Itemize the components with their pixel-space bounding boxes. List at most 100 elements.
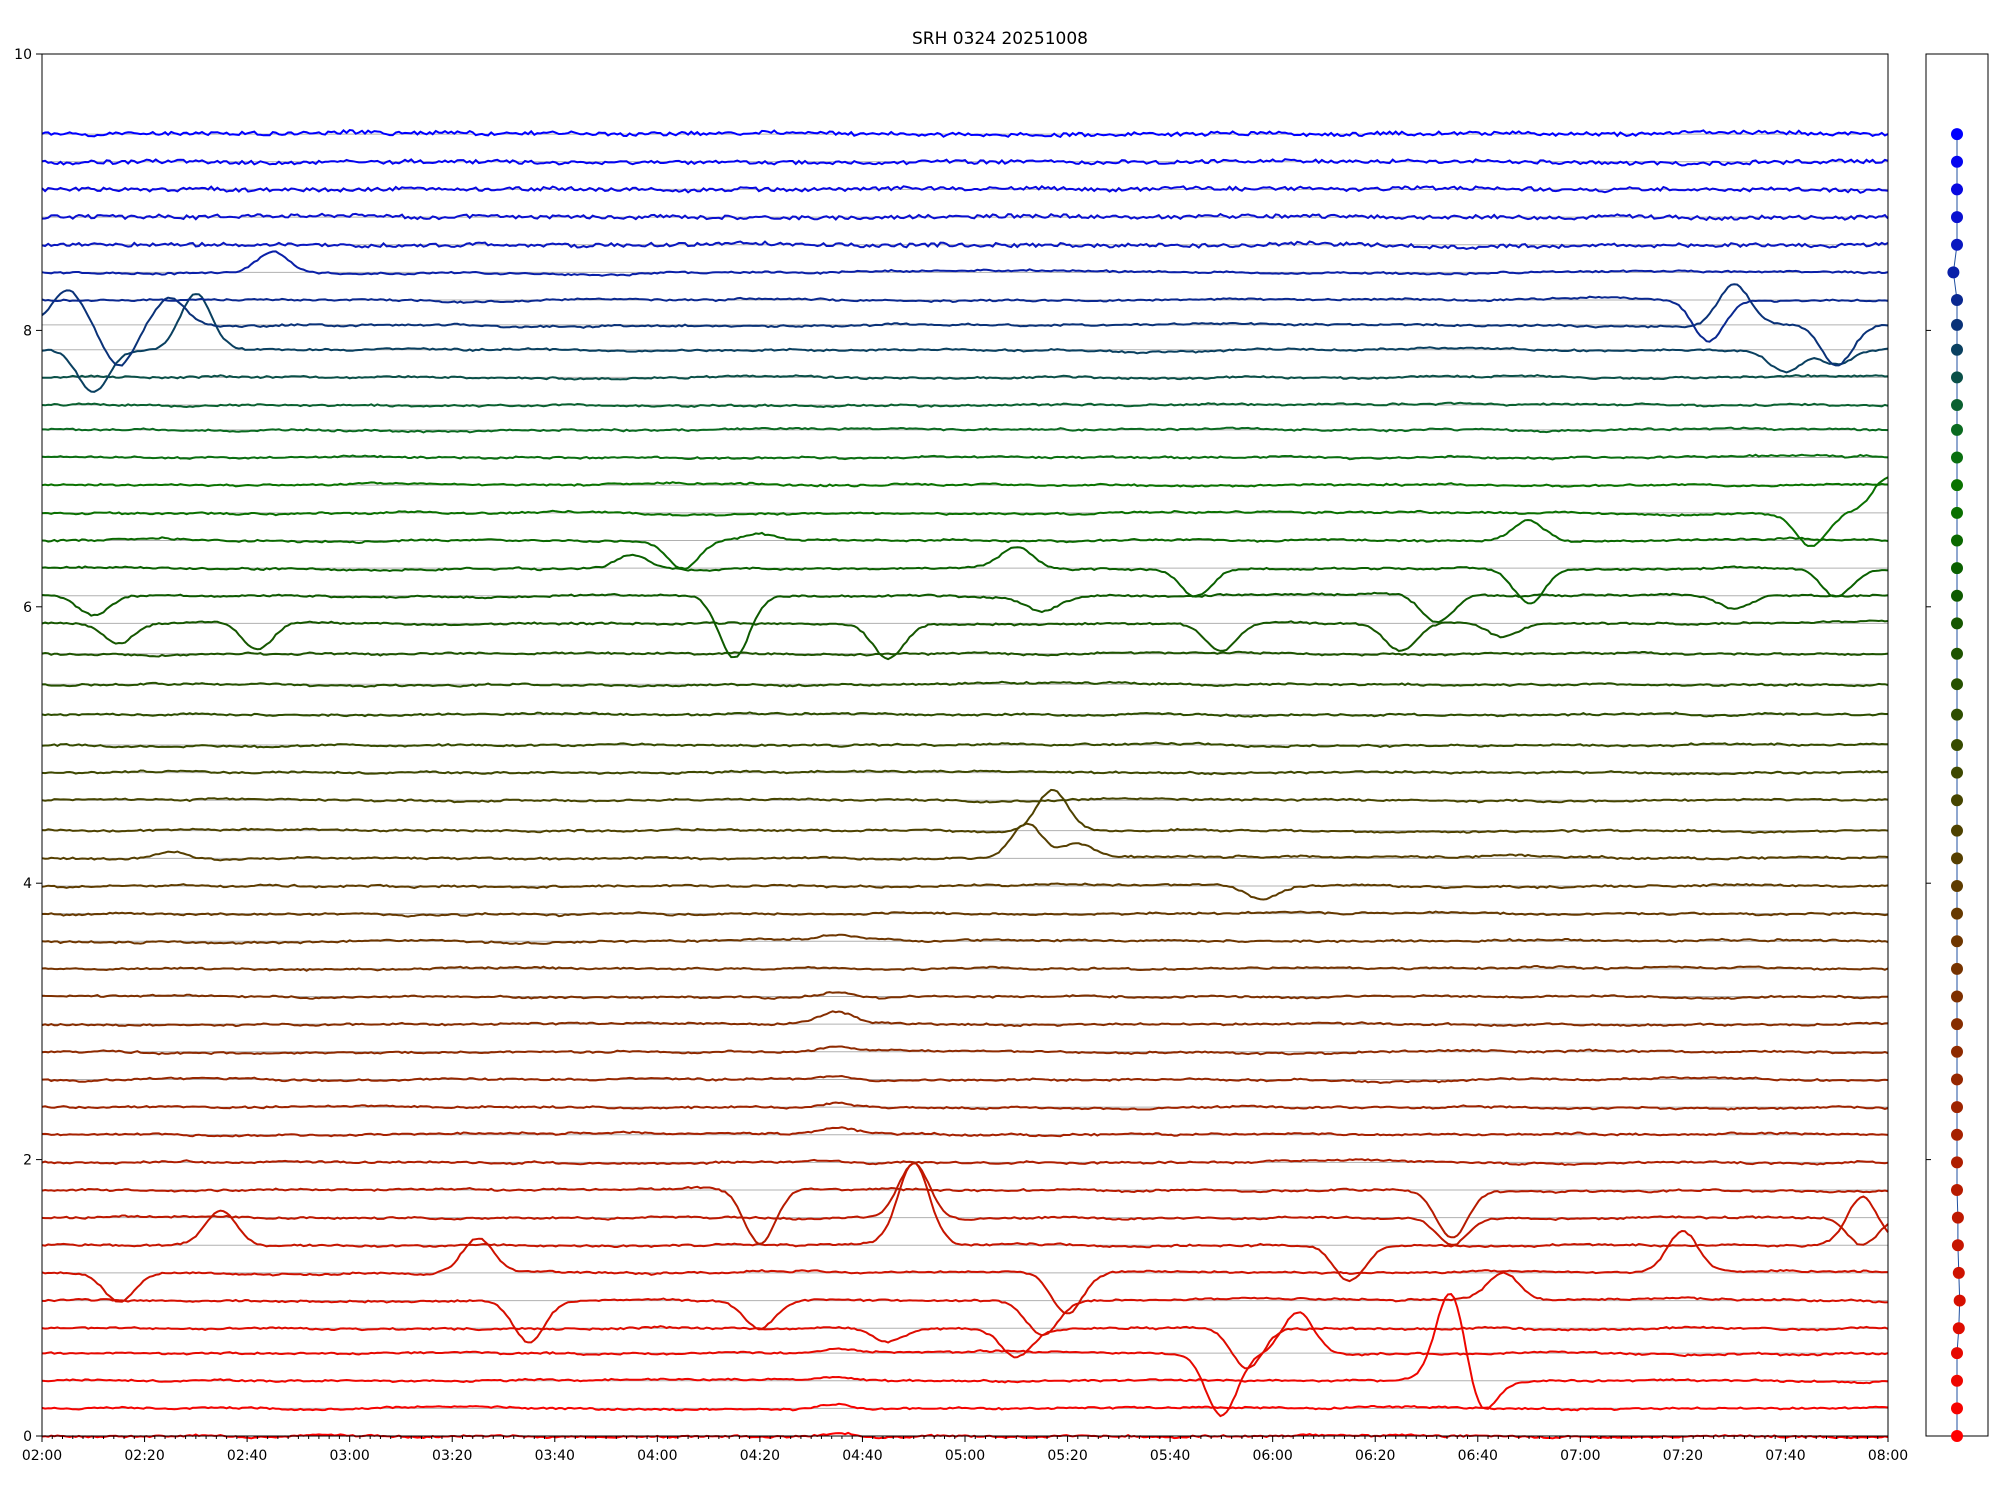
side-panel-dot [1951,343,1963,356]
x-tick-label: 07:40 [1765,1448,1805,1464]
side-panel-dot [1951,183,1963,196]
y-tick-label: 0 [23,1429,32,1445]
series-line [41,1229,1888,1315]
series-line [41,680,1889,689]
side-panel-dot [1951,423,1963,436]
series-line [41,546,1889,605]
side-panel-dot [1951,647,1963,660]
y-tick-label: 8 [23,323,32,339]
series-line [41,481,1888,488]
series-line [41,518,1889,570]
y-tick-label: 10 [14,47,32,63]
side-panel-dot [1951,1045,1963,1058]
side-panel-dot [1947,266,1960,279]
series-line [41,741,1888,749]
side-panel-dot [1951,824,1963,837]
side-panel-dot [1951,907,1963,920]
series-line [42,373,1889,381]
series-line [41,882,1889,901]
series-line [41,1162,1889,1246]
series-line [41,769,1888,776]
side-panel-dot [1951,1402,1963,1415]
side-panel-dot [1951,1430,1963,1442]
series-line [41,1010,1889,1028]
x-tick-label: 04:00 [637,1448,677,1464]
series-line [41,796,1889,804]
side-panel-dot [1951,1128,1963,1141]
side-panel [1925,53,1989,1442]
side-panel-dot [1951,479,1963,492]
series-line [41,158,1889,167]
series-line [41,212,1889,222]
series-line [41,1402,1889,1412]
side-panel-dot [1953,1294,1966,1307]
series-line [41,1293,1889,1410]
side-panel-dot [1951,1239,1964,1252]
side-panel-dot [1951,238,1963,251]
series-line [41,1045,1889,1056]
series-line [41,1185,1889,1245]
series-line [41,283,1889,367]
side-panel-dot [1951,562,1963,575]
x-tick-label: 04:40 [842,1448,882,1464]
side-panel-dot [1951,879,1963,892]
series-line [41,964,1889,972]
x-tick-label: 08:00 [1868,1448,1908,1464]
series-line [41,293,1889,393]
x-axis: 02:00 02:20 02:40 03:00 03:20 03:40 04:00 04:20… [22,1436,1908,1464]
side-panel-dot [1951,371,1963,384]
side-panel-dot [1951,794,1963,807]
x-tick-label: 07:00 [1560,1448,1600,1464]
side-panel-dot [1951,318,1963,331]
series-line [41,788,1889,834]
y-tick-label: 2 [23,1153,32,1169]
series-line [42,426,1889,434]
x-tick-label: 05:40 [1150,1448,1190,1464]
side-panel-dot [1951,128,1963,141]
side-panel-dot [1951,990,1963,1003]
side-panel-dot [1951,155,1963,168]
series-line [41,991,1888,1000]
chart-title: SRH 0324 20251008 [912,29,1088,49]
side-panel-markers [1926,53,1966,1442]
series-line [41,933,1889,946]
side-panel-dot [1951,766,1963,779]
side-panel-dot [1951,617,1963,630]
series-line [41,1325,1889,1370]
side-panel-dot [1951,1347,1963,1360]
series-line [41,650,1889,658]
y-tick-label: 4 [23,876,32,892]
series-line [41,476,1889,548]
series-line [41,1074,1889,1085]
side-panel-dot [1951,451,1963,464]
y-tick-label: 6 [23,600,32,616]
series-line [41,250,1889,277]
side-panel-dot [1951,852,1963,865]
series-group [41,128,1889,1440]
series-line [41,295,1889,343]
side-panel-dot [1951,708,1963,721]
series-line [42,1311,1889,1418]
x-tick-label: 03:40 [535,1448,575,1464]
side-panel-dot [1951,1101,1963,1114]
series-line [41,1161,1889,1283]
side-panel-dot [1951,1374,1963,1387]
side-panel-dot [1951,678,1963,691]
x-tick-label: 05:00 [945,1448,985,1464]
series-line [41,1126,1889,1138]
side-panel-dot [1951,399,1963,412]
side-panel-dot [1951,506,1963,519]
series-line [41,453,1889,461]
x-tick-label: 03:00 [329,1448,369,1464]
side-panel-dot [1952,1322,1965,1335]
series-line [41,240,1889,251]
side-panel-dot [1951,962,1963,975]
x-tick-label: 02:40 [227,1448,267,1464]
side-panel-dot [1951,1211,1964,1224]
series-line [41,1271,1889,1344]
x-tick-label: 03:20 [432,1448,472,1464]
side-panel-dot [1951,211,1963,224]
x-tick-label: 04:20 [740,1448,780,1464]
y-axis: 0 2 4 6 8 10 [14,47,42,1445]
